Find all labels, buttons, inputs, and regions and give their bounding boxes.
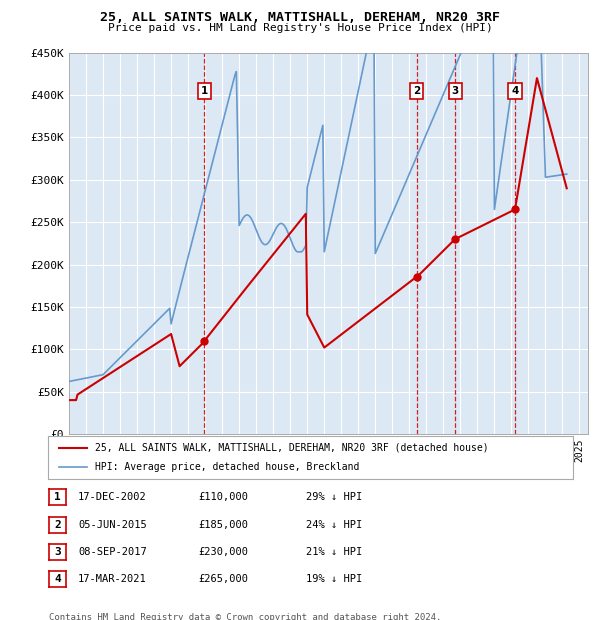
Text: 1: 1 [54,492,61,502]
Text: 25, ALL SAINTS WALK, MATTISHALL, DEREHAM, NR20 3RF: 25, ALL SAINTS WALK, MATTISHALL, DEREHAM… [100,11,500,24]
Text: £110,000: £110,000 [198,492,248,502]
Text: 21% ↓ HPI: 21% ↓ HPI [306,547,362,557]
Text: 05-JUN-2015: 05-JUN-2015 [78,520,147,529]
Text: 17-MAR-2021: 17-MAR-2021 [78,574,147,584]
Text: £185,000: £185,000 [198,520,248,529]
Text: HPI: Average price, detached house, Breckland: HPI: Average price, detached house, Brec… [95,463,359,472]
Text: £230,000: £230,000 [198,547,248,557]
Text: Contains HM Land Registry data © Crown copyright and database right 2024.: Contains HM Land Registry data © Crown c… [49,613,442,620]
Text: 25, ALL SAINTS WALK, MATTISHALL, DEREHAM, NR20 3RF (detached house): 25, ALL SAINTS WALK, MATTISHALL, DEREHAM… [95,443,489,453]
Text: 29% ↓ HPI: 29% ↓ HPI [306,492,362,502]
Text: 1: 1 [201,86,208,96]
Text: 2: 2 [54,520,61,529]
Text: 2: 2 [413,86,420,96]
Text: 3: 3 [451,86,459,96]
Text: 3: 3 [54,547,61,557]
Text: 08-SEP-2017: 08-SEP-2017 [78,547,147,557]
Text: 4: 4 [54,574,61,584]
Text: 19% ↓ HPI: 19% ↓ HPI [306,574,362,584]
Text: £265,000: £265,000 [198,574,248,584]
Text: 24% ↓ HPI: 24% ↓ HPI [306,520,362,529]
Text: Price paid vs. HM Land Registry's House Price Index (HPI): Price paid vs. HM Land Registry's House … [107,23,493,33]
Text: 4: 4 [511,86,518,96]
Text: 17-DEC-2002: 17-DEC-2002 [78,492,147,502]
